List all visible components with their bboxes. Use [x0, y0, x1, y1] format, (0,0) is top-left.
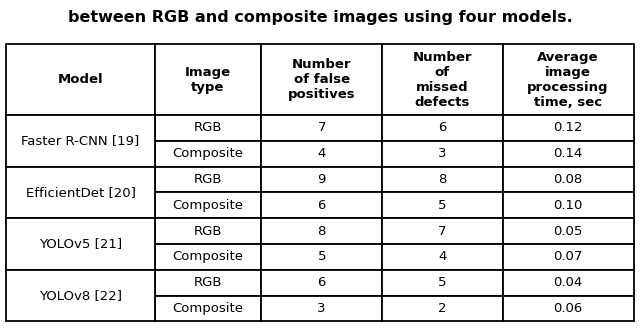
Text: RGB: RGB	[194, 121, 222, 134]
Text: 8: 8	[438, 173, 447, 186]
Text: 3: 3	[438, 147, 447, 160]
Bar	[382, 141, 502, 167]
Text: 0.08: 0.08	[554, 173, 583, 186]
Bar	[6, 167, 155, 218]
Text: 0.06: 0.06	[554, 302, 583, 315]
Text: 5: 5	[317, 250, 326, 263]
Bar	[502, 141, 634, 167]
Bar	[502, 167, 634, 193]
Bar	[502, 115, 634, 141]
Text: 0.04: 0.04	[554, 276, 583, 289]
Text: RGB: RGB	[194, 225, 222, 237]
Text: Faster R-CNN [19]: Faster R-CNN [19]	[21, 134, 140, 147]
Bar	[382, 270, 502, 296]
Text: 6: 6	[438, 121, 447, 134]
Text: 7: 7	[317, 121, 326, 134]
Text: 0.10: 0.10	[554, 199, 583, 212]
Bar	[261, 296, 382, 321]
Text: 0.05: 0.05	[554, 225, 583, 237]
Bar	[155, 141, 261, 167]
Text: Composite: Composite	[173, 250, 243, 263]
Text: RGB: RGB	[194, 276, 222, 289]
Bar	[6, 218, 155, 270]
Bar	[502, 244, 634, 270]
Text: Average
image
processing
time, sec: Average image processing time, sec	[527, 51, 609, 109]
Text: between RGB and composite images using four models.: between RGB and composite images using f…	[68, 10, 572, 25]
Text: Number
of false
positives: Number of false positives	[288, 58, 356, 101]
Bar	[6, 270, 155, 321]
Bar	[382, 167, 502, 193]
Text: 0.12: 0.12	[554, 121, 583, 134]
Bar	[382, 296, 502, 321]
Bar	[155, 218, 261, 244]
Text: 4: 4	[438, 250, 447, 263]
Text: Number
of
missed
defects: Number of missed defects	[413, 51, 472, 109]
Text: EfficientDet [20]: EfficientDet [20]	[26, 186, 136, 199]
Text: 5: 5	[438, 199, 447, 212]
Bar	[502, 193, 634, 218]
Text: 8: 8	[317, 225, 326, 237]
Bar	[261, 115, 382, 141]
Text: Composite: Composite	[173, 147, 243, 160]
Bar	[155, 44, 261, 115]
Bar	[382, 44, 502, 115]
Bar	[155, 270, 261, 296]
Text: Composite: Composite	[173, 302, 243, 315]
Bar	[6, 44, 155, 115]
Text: Composite: Composite	[173, 199, 243, 212]
Bar	[261, 141, 382, 167]
Bar	[6, 115, 155, 167]
Bar	[261, 44, 382, 115]
Bar	[261, 218, 382, 244]
Bar	[382, 244, 502, 270]
Bar	[502, 44, 634, 115]
Text: RGB: RGB	[194, 173, 222, 186]
Text: 5: 5	[438, 276, 447, 289]
Bar	[382, 218, 502, 244]
Bar	[382, 115, 502, 141]
Text: Model: Model	[58, 73, 103, 86]
Text: 7: 7	[438, 225, 447, 237]
Bar	[261, 193, 382, 218]
Text: 6: 6	[317, 199, 326, 212]
Bar	[261, 270, 382, 296]
Text: YOLOv5 [21]: YOLOv5 [21]	[39, 237, 122, 251]
Text: 2: 2	[438, 302, 447, 315]
Bar	[155, 193, 261, 218]
Bar	[502, 296, 634, 321]
Bar	[155, 167, 261, 193]
Text: 0.14: 0.14	[554, 147, 583, 160]
Bar	[502, 270, 634, 296]
Text: 4: 4	[317, 147, 326, 160]
Text: 3: 3	[317, 302, 326, 315]
Bar	[155, 244, 261, 270]
Bar	[261, 244, 382, 270]
Text: Image
type: Image type	[185, 66, 231, 93]
Text: YOLOv8 [22]: YOLOv8 [22]	[39, 289, 122, 302]
Bar	[502, 218, 634, 244]
Text: 6: 6	[317, 276, 326, 289]
Bar	[382, 193, 502, 218]
Bar	[155, 115, 261, 141]
Text: 9: 9	[317, 173, 326, 186]
Bar	[155, 296, 261, 321]
Bar	[261, 167, 382, 193]
Text: 0.07: 0.07	[554, 250, 583, 263]
